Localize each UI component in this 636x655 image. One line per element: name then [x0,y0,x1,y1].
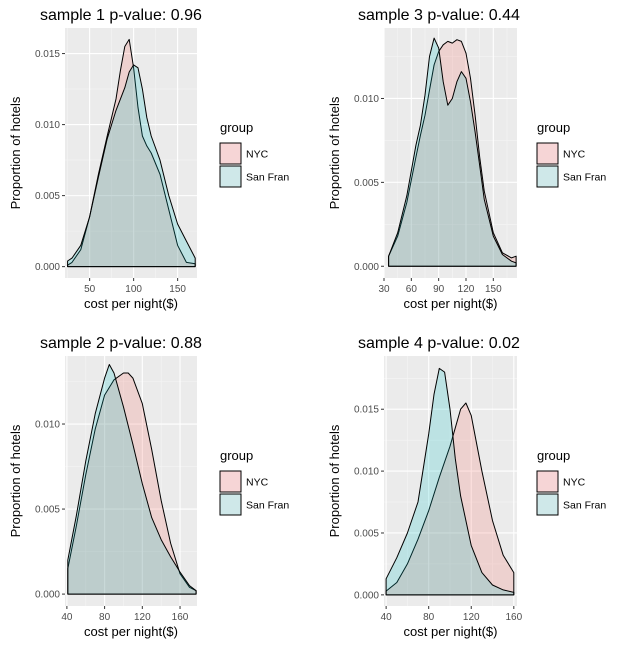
x-tick-label: 50 [84,284,96,295]
legend-label: NYC [246,477,269,489]
legend-label: NYC [563,477,586,489]
y-tick-label: 0.000 [35,590,60,601]
x-tick-label: 30 [378,284,390,295]
x-tick-label: 160 [505,612,522,623]
legend: group NYC San Fran [219,448,289,516]
y-axis-label: Proportion of hotels [8,96,23,209]
x-tick-label: 100 [125,284,142,295]
y-tick-label: 0.000 [354,262,379,273]
legend-key-nyc [536,142,559,165]
legend-title: group [220,448,253,463]
legend-label: San Fran [563,500,606,512]
x-axis-label: cost per night($) [404,624,498,639]
density-area-nyc [388,39,517,267]
legend-key-san-fran [536,493,559,516]
legend-key-nyc [219,470,242,493]
density-area-nyc [385,402,515,596]
x-tick-label: 120 [134,612,151,623]
x-tick-label: 60 [406,284,418,295]
legend-label: NYC [563,149,586,161]
legend-title: group [537,448,570,463]
legend-key-nyc [536,470,559,493]
legend-key-nyc [219,142,242,165]
legend-label: San Fran [246,172,289,184]
panel-background [384,356,517,606]
legend-label: NYC [246,149,269,161]
y-tick-label: 0.015 [35,49,60,60]
x-tick-label: 150 [485,284,502,295]
density-area-san-fran [67,64,196,268]
legend: group NYC San Fran [536,448,606,516]
y-tick-label: 0.005 [354,528,379,539]
y-axis-label: Proportion of hotels [327,424,342,537]
x-tick-label: 40 [381,612,393,623]
y-tick-label: 0.005 [35,505,60,516]
panel-title: sample 4 p-value: 0.02 [358,335,520,352]
x-tick-label: 150 [169,284,186,295]
legend: group NYC San Fran [536,120,606,188]
density-panel-1: 50 100 150 0.000 0.005 0.010 0.015 sample 1 p-v… [8,7,289,311]
x-tick-label: 160 [172,612,189,623]
x-tick-label: 40 [61,612,73,623]
x-tick-label: 120 [458,284,475,295]
y-tick-label: 0.010 [35,120,60,131]
x-axis-label: cost per night($) [404,296,498,311]
y-tick-label: 0.005 [354,178,379,189]
density-area-nyc [67,372,197,595]
y-tick-label: 0.000 [354,590,379,601]
y-tick-label: 0.005 [35,191,60,202]
density-panel-3: 40 80 120 160 0.000 0.005 0.010 sample 2 p-valu… [8,335,289,639]
y-axis-label: Proportion of hotels [8,424,23,537]
density-panel-2: 30 60 90 120 150 0.000 0.005 0.010 sample 3 p-va… [327,7,606,311]
x-axis-label: cost per night($) [84,624,178,639]
legend-key-san-fran [219,165,242,188]
x-tick-label: 80 [423,612,435,623]
y-tick-label: 0.000 [35,262,60,273]
legend-key-san-fran [536,165,559,188]
density-area-san-fran [385,367,515,596]
density-area-san-fran [388,37,517,267]
y-tick-label: 0.010 [354,94,379,105]
legend-title: group [220,120,253,135]
y-tick-label: 0.015 [354,405,379,416]
legend-label: San Fran [246,500,289,512]
y-tick-label: 0.010 [35,420,60,431]
legend-label: San Fran [563,172,606,184]
y-axis-label: Proportion of hotels [327,96,342,209]
x-tick-label: 120 [463,612,480,623]
x-tick-label: 90 [433,284,445,295]
panel-title: sample 2 p-value: 0.88 [40,335,202,352]
legend-key-san-fran [219,493,242,516]
x-tick-label: 80 [99,612,111,623]
x-axis-label: cost per night($) [84,296,178,311]
legend: group NYC San Fran [219,120,289,188]
panel-title: sample 3 p-value: 0.44 [358,7,520,24]
density-panel-4: 40 80 120 160 0.000 0.005 0.010 0.015 sample 4 p… [327,335,606,639]
panel-title: sample 1 p-value: 0.96 [40,7,202,24]
legend-title: group [537,120,570,135]
y-tick-label: 0.010 [354,467,379,478]
density-area-san-fran [67,364,197,595]
